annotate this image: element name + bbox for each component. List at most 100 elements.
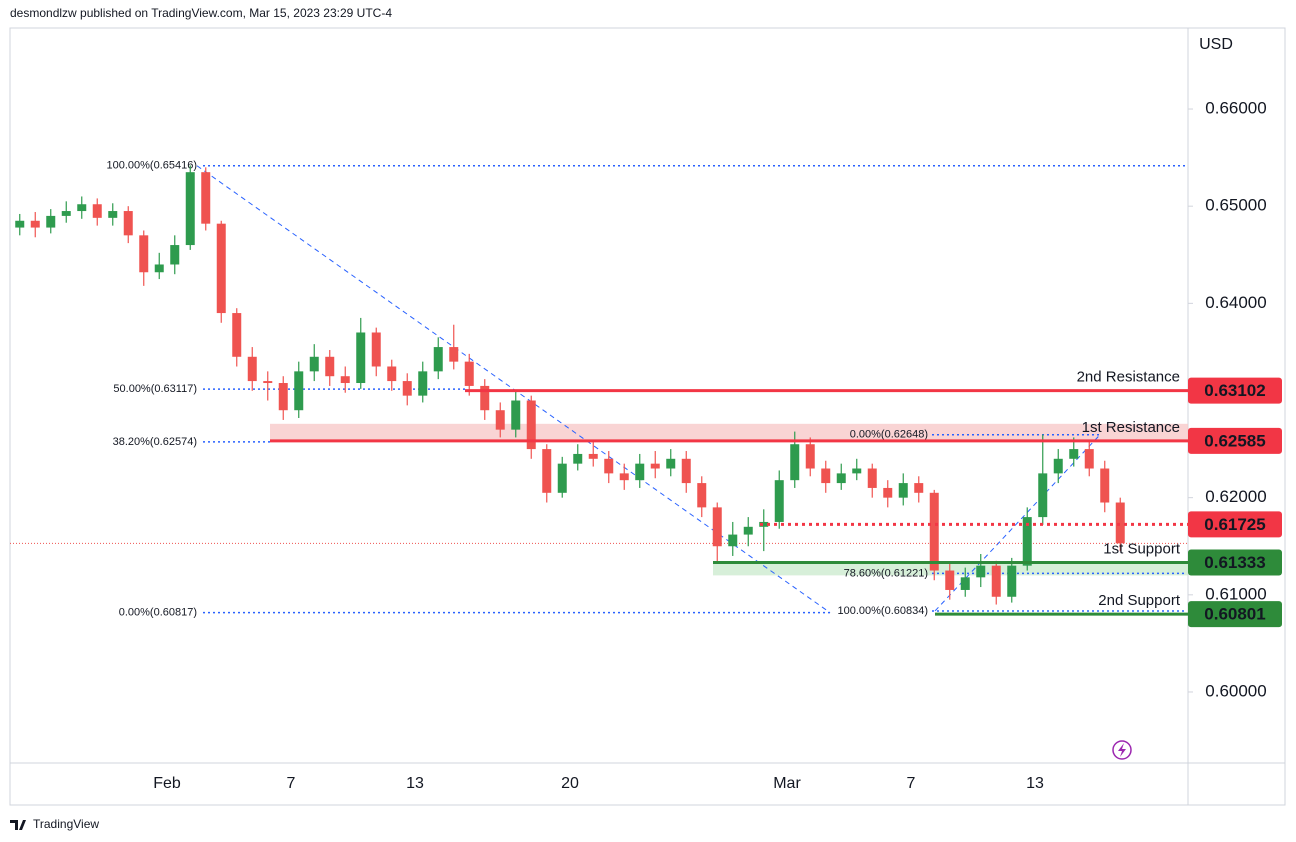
- candle-body: [309, 356, 319, 372]
- candle-body: [929, 492, 939, 571]
- candle-body: [154, 264, 164, 273]
- candle-body: [15, 220, 25, 228]
- zone: [270, 423, 1188, 441]
- candle-body: [697, 483, 707, 508]
- x-tick-label: 13: [1026, 775, 1044, 792]
- candle-body: [464, 361, 474, 386]
- level-box: [1188, 601, 1282, 628]
- candle-body: [1022, 517, 1032, 566]
- candle-body: [480, 385, 490, 411]
- candle-body: [635, 463, 645, 481]
- tradingview-logo: TradingView: [10, 817, 99, 831]
- candle-body: [821, 468, 831, 484]
- candle-body: [278, 383, 288, 411]
- candle-body: [542, 449, 552, 493]
- level-value: 0.61333: [1204, 553, 1265, 572]
- zone: [713, 562, 1188, 576]
- candle-body: [619, 473, 629, 481]
- candle-body: [123, 211, 133, 236]
- candle-body: [976, 565, 986, 578]
- candle-body: [92, 204, 102, 218]
- candle-body: [712, 507, 722, 547]
- candle-body: [526, 400, 536, 450]
- candle-body: [852, 468, 862, 474]
- candle-body: [650, 463, 660, 469]
- candle-body: [1007, 565, 1017, 597]
- level-name: 1st Resistance: [1082, 419, 1180, 436]
- y-tick-label: 0.66000: [1205, 99, 1266, 118]
- candle-body: [945, 570, 955, 590]
- candle-body: [247, 356, 257, 382]
- candle-body: [511, 400, 521, 430]
- y-tick-label: 0.65000: [1205, 196, 1266, 215]
- candle-body: [790, 444, 800, 481]
- candle-body: [185, 172, 195, 246]
- candle-body: [573, 453, 583, 464]
- candle-body: [867, 468, 877, 488]
- candle-body: [30, 220, 40, 228]
- candle-body: [139, 235, 149, 273]
- candle-body: [356, 332, 366, 384]
- candle-body: [433, 347, 443, 372]
- candle-body: [340, 376, 350, 384]
- candle-body: [898, 483, 908, 498]
- candle-body: [449, 347, 459, 362]
- level-box: [1188, 511, 1282, 538]
- candle-body: [666, 458, 676, 469]
- x-tick-label: Mar: [773, 775, 801, 792]
- candle-body: [216, 223, 226, 314]
- level-value: 0.62585: [1204, 431, 1265, 450]
- fib-label: 100.00%(0.60834): [837, 605, 928, 617]
- candle-body: [1038, 473, 1048, 518]
- candle-body: [1100, 468, 1110, 503]
- level-name: 1st Support: [1103, 540, 1181, 557]
- candle-body: [418, 371, 428, 396]
- level-name: 2nd Resistance: [1077, 369, 1180, 386]
- candle-body: [46, 215, 56, 228]
- candle-body: [1084, 449, 1094, 469]
- footer: TradingView: [33, 817, 99, 831]
- y-tick-label: 0.62000: [1205, 487, 1266, 506]
- level-value: 0.63102: [1204, 381, 1265, 400]
- candle-body: [774, 480, 784, 522]
- candle-body: [77, 204, 87, 212]
- candle-body: [1069, 449, 1079, 459]
- candle-body: [201, 172, 211, 224]
- fib-label: 100.00%(0.65416): [106, 160, 197, 172]
- candle-body: [232, 313, 242, 357]
- candle-body: [960, 577, 970, 590]
- x-tick-label: 20: [561, 775, 579, 792]
- level-name: 2nd Support: [1098, 592, 1181, 609]
- candle-body: [728, 534, 738, 547]
- currency-label: USD: [1199, 36, 1233, 53]
- candle-body: [604, 458, 614, 474]
- candle-body: [294, 371, 304, 411]
- fib-label: 0.00%(0.62648): [850, 429, 928, 441]
- y-tick-label: 0.61000: [1205, 584, 1266, 603]
- candle-body: [263, 381, 273, 384]
- candle-body: [61, 211, 71, 216]
- x-tick-label: 13: [406, 775, 424, 792]
- candle-body: [325, 356, 335, 377]
- y-tick-label: 0.64000: [1205, 293, 1266, 312]
- candle-body: [681, 458, 691, 484]
- candle-body: [588, 453, 598, 459]
- level-box: [1188, 377, 1282, 404]
- frame: [9, 27, 1286, 806]
- level-box: [1188, 427, 1282, 454]
- candle-body: [805, 444, 815, 469]
- level-box: [1188, 549, 1282, 576]
- candle-body: [991, 565, 1001, 597]
- candle-body: [836, 473, 846, 484]
- fib-label: 0.00%(0.60817): [119, 607, 197, 619]
- candle-body: [108, 211, 118, 218]
- header: desmondlzw published on TradingView.com,…: [10, 6, 392, 20]
- x-tick-label: Feb: [153, 775, 181, 792]
- x-tick-label: 7: [287, 775, 296, 792]
- x-tick-label: 7: [907, 775, 916, 792]
- candle-body: [402, 381, 412, 396]
- candle-body: [743, 526, 753, 535]
- fib-label: 78.60%(0.61221): [844, 567, 928, 579]
- candle-body: [1115, 502, 1125, 544]
- candle-body: [170, 245, 180, 265]
